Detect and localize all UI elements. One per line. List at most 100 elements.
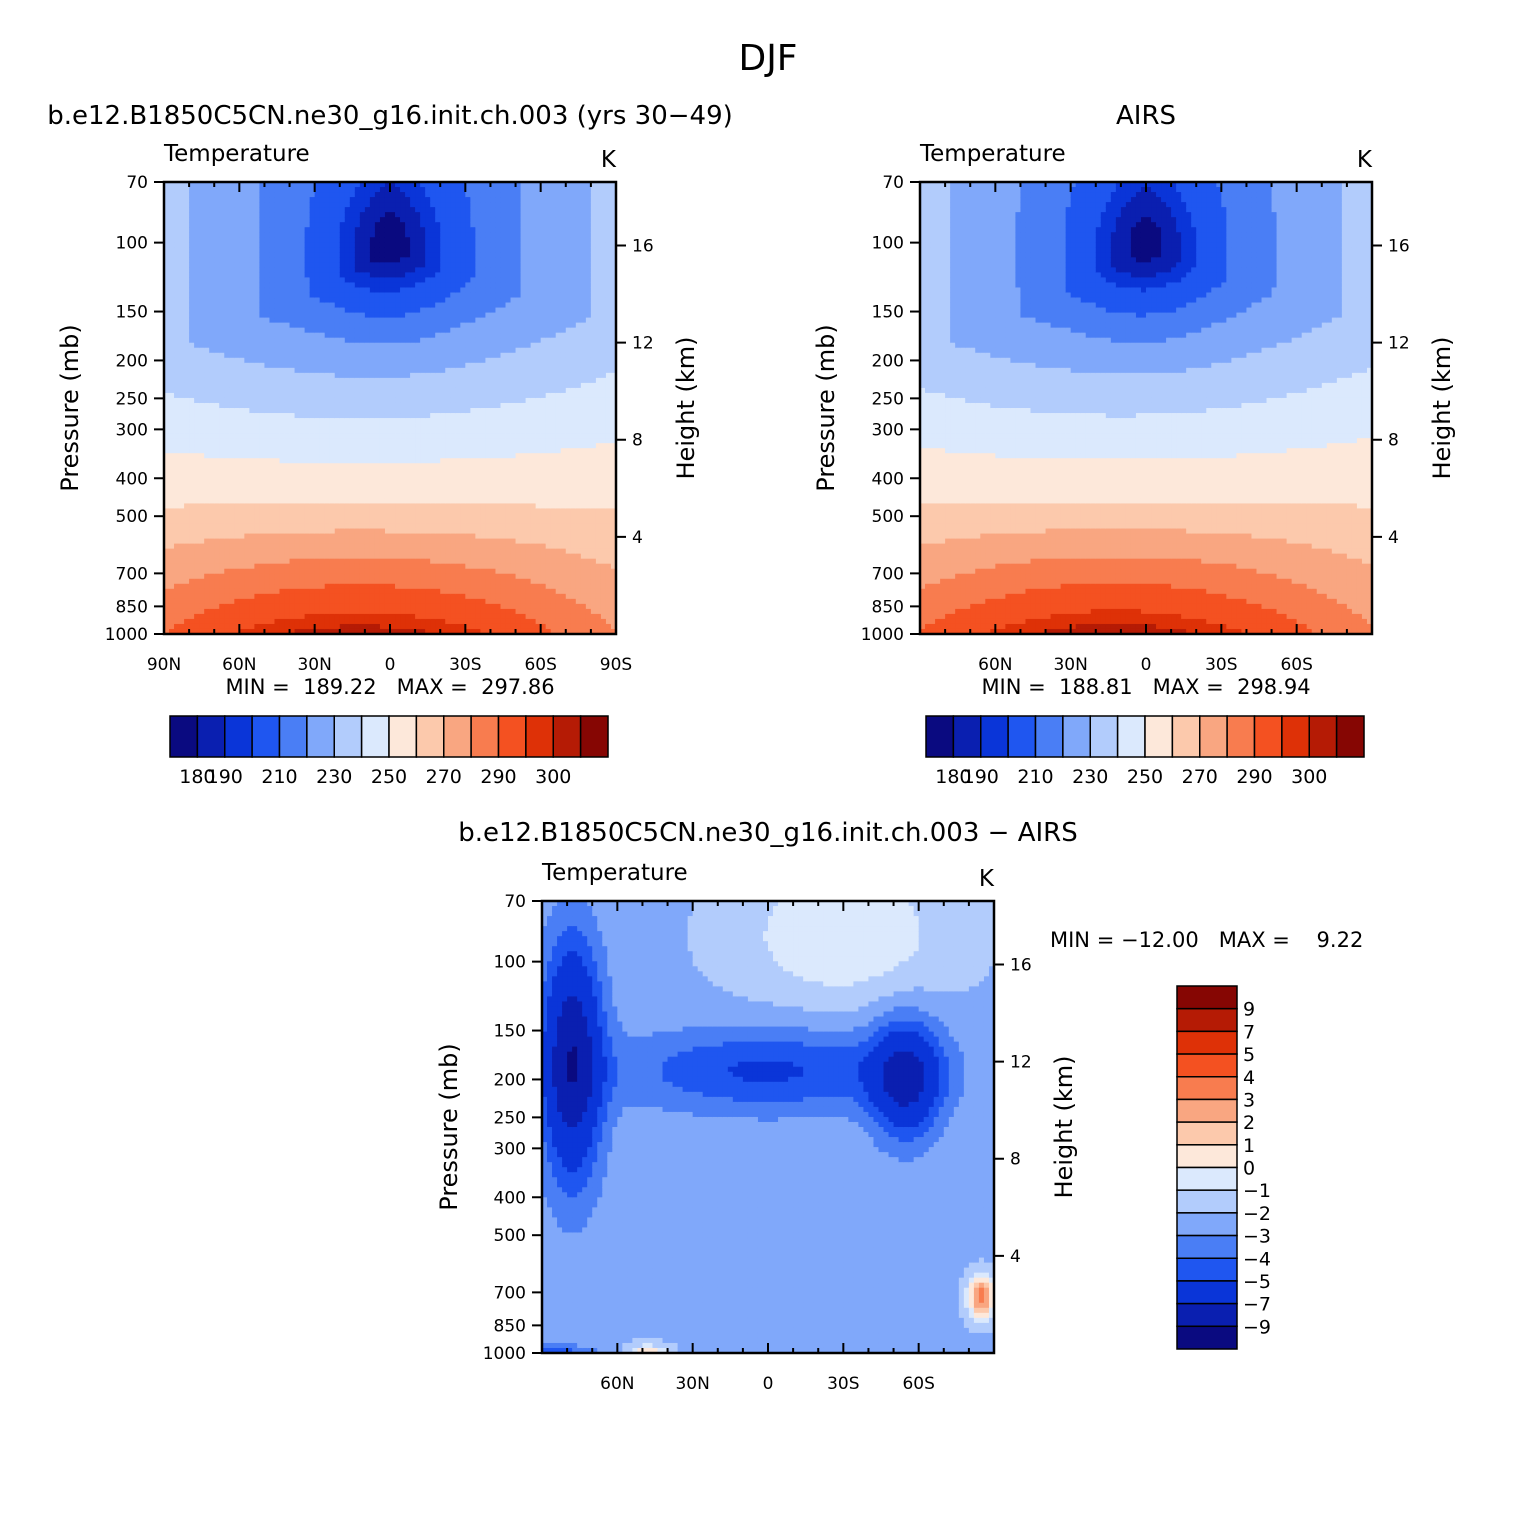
contour-cell — [299, 377, 306, 384]
contour-cell — [254, 382, 261, 389]
contour-cell — [324, 578, 331, 585]
contour-cell — [274, 242, 281, 248]
contour-cell — [430, 247, 436, 253]
contour-cell — [395, 448, 401, 454]
contour-cell — [339, 518, 346, 525]
contour-cell — [269, 277, 276, 284]
contour-cell — [254, 528, 261, 535]
contour-cell — [174, 428, 180, 434]
contour-cell — [339, 307, 346, 314]
contour-cell — [359, 357, 366, 364]
contour-cell — [184, 463, 190, 469]
contour-cell — [299, 272, 306, 279]
contour-cell — [415, 327, 421, 334]
contour-cell — [324, 312, 331, 319]
contour-cell — [410, 347, 416, 354]
contour-cell — [379, 197, 386, 203]
contour-cell — [319, 548, 326, 555]
contour-cell — [259, 498, 266, 505]
contour-cell — [430, 272, 436, 279]
contour-cell — [174, 312, 180, 319]
contour-cell — [440, 282, 446, 289]
contour-cell — [304, 187, 311, 193]
contour-cell — [199, 317, 205, 324]
contour-cell — [420, 618, 426, 625]
contour-cell — [279, 307, 286, 314]
contour-cell — [309, 302, 316, 309]
contour-cell — [344, 413, 351, 419]
contour-cell — [379, 207, 386, 213]
contour-cell — [339, 227, 346, 233]
contour-cell — [384, 433, 391, 439]
contour-cell — [430, 598, 436, 605]
contour-cell — [259, 583, 266, 590]
contour-cell — [234, 252, 240, 258]
contour-cell — [199, 473, 205, 479]
contour-cell — [289, 327, 296, 334]
contour-cell — [169, 463, 175, 469]
contour-cell — [329, 478, 336, 484]
contour-cell — [164, 277, 170, 284]
contour-cell — [254, 408, 261, 414]
contour-cell — [189, 202, 195, 208]
contour-cell — [294, 578, 301, 585]
contour-cell — [274, 182, 281, 188]
contour-cell — [359, 578, 366, 585]
contour-cell — [364, 397, 371, 404]
contour-cell — [204, 302, 210, 309]
contour-cell — [440, 272, 446, 279]
contour-cell — [234, 217, 240, 223]
contour-cell — [269, 418, 276, 424]
contour-cell — [379, 182, 386, 188]
contour-cell — [224, 503, 230, 510]
contour-cell — [239, 418, 245, 424]
contour-cell — [384, 202, 391, 208]
contour-cell — [420, 237, 426, 243]
contour-cell — [279, 588, 286, 595]
contour-cell — [184, 302, 190, 309]
contour-cell — [339, 337, 346, 344]
contour-cell — [359, 252, 366, 258]
contour-cell — [400, 508, 406, 515]
contour-cell — [319, 372, 326, 379]
contour-cell — [284, 538, 291, 545]
contour-cell — [194, 307, 200, 314]
contour-cell — [334, 367, 341, 374]
contour-cell — [334, 202, 341, 208]
contour-cell — [349, 277, 356, 284]
contour-cell — [334, 623, 341, 630]
contour-cell — [289, 352, 296, 359]
contour-cell — [319, 297, 326, 304]
contour-cell — [219, 453, 225, 459]
contour-cell — [384, 252, 391, 258]
contour-cell — [314, 267, 321, 273]
contour-cell — [329, 588, 336, 595]
contour-cell — [264, 357, 271, 364]
contour-cell — [304, 302, 311, 309]
contour-cell — [174, 282, 180, 289]
contour-cell — [209, 227, 215, 233]
contour-cell — [269, 438, 276, 444]
contour-cell — [209, 392, 215, 399]
contour-cell — [259, 613, 266, 620]
contour-cell — [199, 347, 205, 354]
contour-cell — [400, 453, 406, 459]
contour-cell — [349, 252, 356, 258]
contour-cell — [219, 332, 225, 339]
contour-cell — [164, 342, 170, 349]
contour-cell — [204, 242, 210, 248]
contour-cell — [369, 387, 376, 394]
contour-cell — [319, 397, 326, 404]
contour-cell — [229, 327, 235, 334]
contour-cell — [395, 578, 401, 585]
contour-cell — [314, 588, 321, 595]
contour-cell — [249, 618, 255, 625]
contour-cell — [209, 463, 215, 469]
contour-cell — [405, 558, 411, 565]
contour-cell — [284, 202, 291, 208]
contour-cell — [259, 332, 266, 339]
contour-cell — [179, 418, 185, 424]
contour-cell — [420, 327, 426, 334]
contour-cell — [184, 483, 190, 489]
contour-cell — [354, 337, 361, 344]
